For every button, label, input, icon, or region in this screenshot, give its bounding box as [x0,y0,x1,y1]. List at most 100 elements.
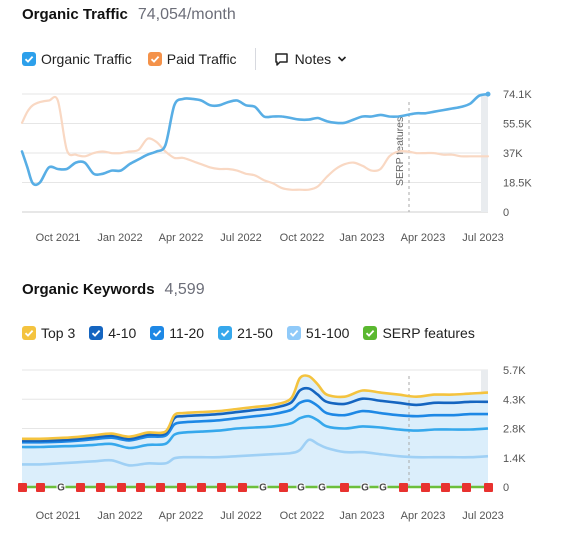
checkbox-checked-icon[interactable] [89,326,104,340]
flag-icon [217,483,226,492]
note-icon [274,52,288,66]
flag-icon [421,483,430,492]
51-100-line[interactable] [21,438,489,467]
organic-traffic-line[interactable] [20,92,490,187]
organic-keywords-panel: Organic Keywords 4,599 Top 3 4-10 11-20 [0,275,580,538]
organic-keywords-value: 4,599 [164,281,205,298]
google-icon: G [296,482,306,494]
x-tick-label: Jul 2022 [220,510,262,522]
checkbox-checked-icon[interactable] [286,326,301,340]
x-tick-label: Oct 2022 [280,510,325,522]
svg-text:G: G [57,483,65,494]
legend-organic-traffic[interactable]: Organic Traffic [22,51,132,67]
legend-21-50-label: 21-50 [237,325,273,341]
flag-icon [462,483,471,492]
legend-divider [254,48,256,70]
4-10-line[interactable] [21,386,489,443]
organic-keywords-title: Organic Keywords [22,281,155,298]
flag-icon [136,483,145,492]
legend-11-20-label: 11-20 [169,325,205,341]
flag-icon [399,483,408,492]
keywords-area-fill [22,375,488,487]
x-tick-label: Jan 2023 [339,510,384,522]
y-tick-label: 1.4K [503,453,526,465]
incomplete-period-band [481,94,488,212]
flag-icon [96,483,105,492]
paid-traffic-line[interactable] [20,95,490,192]
flag-icon [117,483,126,492]
y-tick-label: 5.7K [503,365,526,377]
checkbox-checked-icon[interactable] [150,326,165,340]
legend-paid-traffic-label: Paid Traffic [166,51,237,67]
organic-traffic-title: Organic Traffic [22,6,128,23]
legend-4-10-label: 4-10 [108,325,137,341]
x-tick-label: Oct 2021 [36,510,81,522]
x-tick-label: Apr 2023 [401,510,446,522]
google-icon: G [317,482,327,494]
checkbox-checked-icon[interactable] [147,52,162,66]
google-icon: G [360,482,370,494]
notes-dropdown[interactable]: Notes [274,51,348,67]
organic-traffic-legend: Organic Traffic Paid Traffic Notes [22,48,347,70]
checkbox-checked-icon[interactable] [22,52,36,66]
flag-icon [441,483,450,492]
svg-text:G: G [361,483,369,494]
legend-paid-traffic[interactable]: Paid Traffic [147,51,237,67]
y-tick-label: 4.3K [503,394,526,406]
legend-serp-features[interactable]: SERP features [363,325,475,341]
x-tick-label: Oct 2022 [280,232,325,244]
organic-traffic-panel: Organic Traffic 74,054/month Organic Tra… [0,0,580,262]
flag-icon [76,483,85,492]
flag-icon [484,483,493,492]
organic-traffic-header: Organic Traffic 74,054/month [22,6,236,24]
11-20-line[interactable] [21,399,489,444]
x-tick-label: Apr 2023 [401,232,446,244]
notes-label: Notes [294,51,332,67]
flag-icon [340,483,349,492]
flag-icon [197,483,206,492]
organic-keywords-header: Organic Keywords 4,599 [22,281,205,299]
top-3-line[interactable] [21,374,489,441]
flag-icon [177,483,186,492]
svg-text:G: G [379,483,387,494]
svg-text:G: G [259,483,267,494]
checkbox-checked-icon[interactable] [363,326,378,340]
y-tick-label: 37K [503,148,523,160]
legend-51-100[interactable]: 51-100 [286,325,350,341]
x-tick-label: Jul 2022 [220,232,262,244]
x-tick-label: Apr 2022 [159,510,204,522]
flag-icon [156,483,165,492]
legend-top-3[interactable]: Top 3 [22,325,75,341]
flag-icon [18,483,27,492]
21-50-line[interactable] [21,414,489,450]
y-tick-label: 0 [503,482,509,494]
svg-text:G: G [297,483,305,494]
checkbox-checked-icon[interactable] [22,326,36,340]
legend-organic-traffic-label: Organic Traffic [41,51,132,67]
organic-traffic-endpoint [485,91,491,97]
legend-21-50[interactable]: 21-50 [218,325,273,341]
y-tick-label: 18.5K [503,178,532,190]
google-icon: G [378,482,388,494]
legend-51-100-label: 51-100 [305,325,350,341]
y-tick-label: 0 [503,207,509,219]
x-tick-label: Oct 2021 [36,232,81,244]
svg-text:G: G [318,483,326,494]
chevron-down-icon [338,56,347,62]
x-tick-label: Apr 2022 [159,232,204,244]
checkbox-checked-icon[interactable] [218,326,233,340]
legend-4-10[interactable]: 4-10 [89,325,136,341]
google-icon: G [258,482,268,494]
y-tick-label: 2.8K [503,424,526,436]
legend-serp-features-label: SERP features [382,325,475,341]
flag-icon [36,483,45,492]
x-tick-label: Jan 2022 [97,510,142,522]
legend-11-20[interactable]: 11-20 [150,325,204,341]
google-icon: G [56,482,66,494]
x-tick-label: Jul 2023 [462,232,504,244]
organic-traffic-value: 74,054/month [137,6,236,23]
x-tick-label: Jan 2023 [339,232,384,244]
x-tick-label: Jul 2023 [462,510,504,522]
